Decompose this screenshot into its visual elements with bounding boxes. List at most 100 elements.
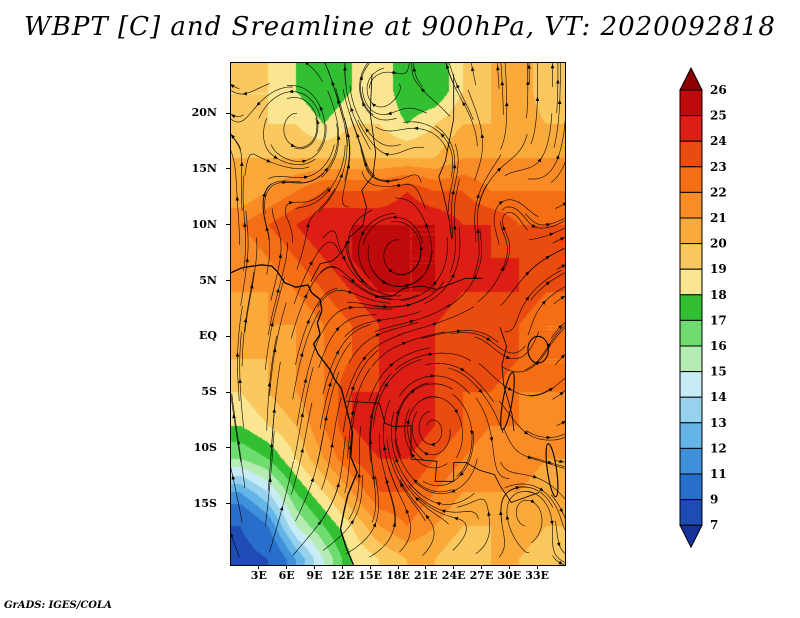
colorbar-band xyxy=(679,89,703,117)
streamline-arrow-icon xyxy=(530,499,535,504)
streamline xyxy=(556,264,565,270)
y-tick-mark xyxy=(226,335,230,337)
streamline-arrow-icon xyxy=(476,228,480,234)
colorbar-label: 19 xyxy=(710,262,727,276)
colorbar-bottom-arrow xyxy=(679,524,703,549)
streamline-arrow-icon xyxy=(324,167,329,172)
x-tick-label: 24E xyxy=(441,569,466,582)
streamline-arrow-icon xyxy=(546,435,551,440)
x-tick-label: 12E xyxy=(330,569,355,582)
streamline xyxy=(394,438,452,493)
streamline-arrow-icon xyxy=(240,161,244,166)
streamline-arrow-icon xyxy=(383,304,388,309)
streamline-arrow-icon xyxy=(336,135,341,140)
streamline-arrow-icon xyxy=(546,342,551,348)
streamline-arrow-icon xyxy=(231,134,235,139)
colorbar-label: 23 xyxy=(710,160,727,174)
streamline xyxy=(270,361,281,457)
streamline-arrow-icon xyxy=(310,477,314,482)
streamline-arrow-icon xyxy=(476,193,480,199)
streamline xyxy=(467,89,483,181)
streamline-arrow-icon xyxy=(535,96,540,102)
x-tick-mark xyxy=(453,565,455,569)
streamline-arrow-icon xyxy=(331,80,335,86)
colorbar-label: 11 xyxy=(710,467,727,481)
country-border xyxy=(380,277,483,297)
streamline-arrow-icon xyxy=(413,479,418,484)
chart-title: WBPT [C] and Sreamline at 900hPa, VT: 20… xyxy=(24,12,776,42)
streamline-arrow-icon xyxy=(430,374,435,378)
streamline-arrow-icon xyxy=(395,183,400,188)
streamline-arrow-icon xyxy=(368,439,373,444)
streamline-arrow-icon xyxy=(382,445,387,451)
x-tick-label: 21E xyxy=(413,569,438,582)
streamline-arrow-icon xyxy=(453,517,459,521)
streamline-arrow-icon xyxy=(395,457,399,463)
streamline-arrow-icon xyxy=(231,532,234,538)
x-tick-label: 6E xyxy=(278,569,295,582)
streamline xyxy=(367,244,424,287)
streamline-arrow-icon xyxy=(385,479,390,484)
streamline-arrow-icon xyxy=(527,455,533,459)
streamline-arrow-icon xyxy=(309,260,313,266)
streamline-arrow-icon xyxy=(235,196,240,201)
streamline-arrow-icon xyxy=(272,408,276,413)
colorbar-band xyxy=(679,294,703,321)
streamline-arrow-icon xyxy=(382,280,387,284)
streamline-arrow-icon xyxy=(562,201,565,206)
credit-text: GrADS: IGES/COLA xyxy=(4,600,112,611)
streamline xyxy=(370,394,380,489)
streamline xyxy=(529,377,565,397)
country-border xyxy=(438,74,455,240)
streamline-arrow-icon xyxy=(489,437,494,442)
streamline xyxy=(526,63,529,119)
streamline xyxy=(422,396,463,459)
streamline-arrow-icon xyxy=(451,189,455,195)
streamline-arrow-icon xyxy=(541,300,546,305)
geography-group xyxy=(231,74,559,565)
streamline-arrow-icon xyxy=(559,459,564,464)
streamline-arrow-icon xyxy=(432,322,438,326)
streamline xyxy=(386,439,426,522)
streamline-arrow-icon xyxy=(423,452,429,456)
streamline-arrow-icon xyxy=(441,509,446,514)
colorbar-top-arrow xyxy=(679,66,703,91)
y-tick-mark xyxy=(226,503,230,505)
streamline xyxy=(324,63,344,120)
streamline-arrow-icon xyxy=(304,63,309,66)
streamline-arrow-icon xyxy=(406,303,411,308)
country-border xyxy=(345,400,540,503)
streamline xyxy=(411,63,451,117)
streamline-arrow-icon xyxy=(348,445,353,450)
streamline-arrow-icon xyxy=(472,274,477,280)
streamline-arrow-icon xyxy=(384,382,389,388)
streamline-arrow-icon xyxy=(270,322,274,327)
streamline xyxy=(368,63,410,89)
streamline-arrow-icon xyxy=(279,506,284,511)
streamline-arrow-icon xyxy=(515,485,521,490)
streamline-arrow-icon xyxy=(231,475,236,480)
streamline xyxy=(318,436,346,525)
streamline xyxy=(477,221,508,303)
streamline-arrow-icon xyxy=(343,66,347,71)
streamline-arrow-icon xyxy=(262,192,266,198)
streamline xyxy=(287,84,326,152)
streamline xyxy=(550,161,565,183)
streamline-arrow-icon xyxy=(357,473,361,478)
streamline xyxy=(500,63,504,115)
streamline-arrow-icon xyxy=(545,281,551,286)
streamline xyxy=(425,363,495,403)
y-tick-mark xyxy=(226,447,230,449)
streamline xyxy=(504,113,553,176)
streamline xyxy=(267,144,335,180)
streamline-arrow-icon xyxy=(537,157,542,163)
x-tick-mark xyxy=(369,565,371,569)
streamline-arrow-icon xyxy=(550,64,555,69)
streamline-arrow-icon xyxy=(336,482,340,488)
streamline-arrow-icon xyxy=(328,382,332,387)
streamline-arrow-icon xyxy=(450,273,455,278)
streamline-arrow-icon xyxy=(361,231,365,236)
streamline-arrow-icon xyxy=(480,133,485,139)
streamline-arrow-icon xyxy=(531,224,537,228)
